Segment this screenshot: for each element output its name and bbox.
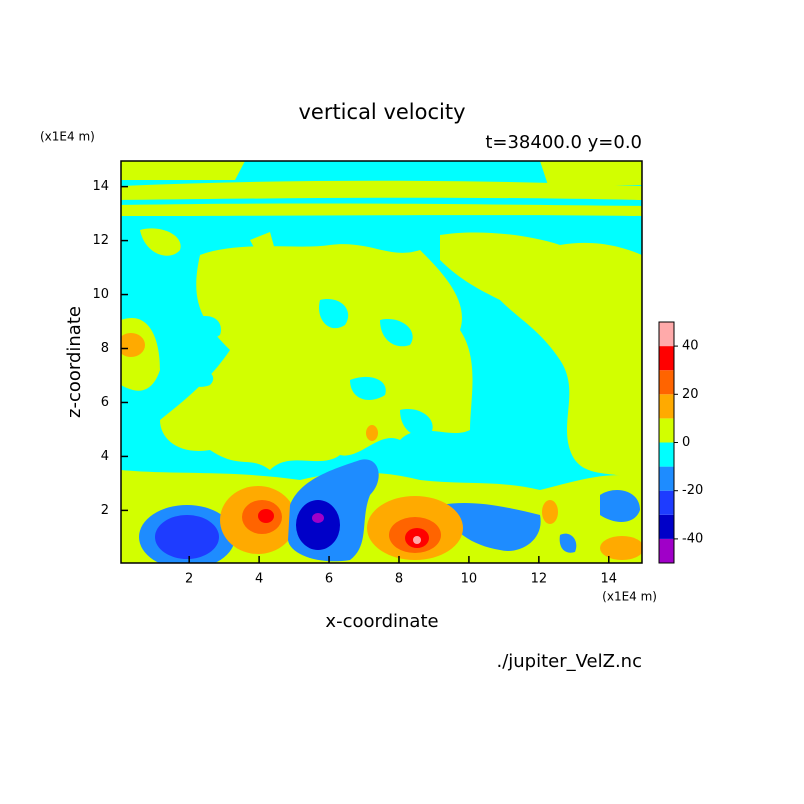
contour-region (542, 500, 558, 524)
chart-title: vertical velocity (298, 100, 465, 124)
y-tick-label: 2 (101, 503, 109, 518)
contour-region (413, 536, 421, 544)
x-tick-label: 10 (461, 572, 478, 587)
x-tick-label: 6 (325, 572, 333, 587)
contour-region (312, 513, 324, 523)
colorbar-tick-label: -40 (682, 531, 703, 546)
x-unit: (x1E4 m) (602, 590, 657, 604)
colorbar-band (659, 418, 674, 443)
contour-region (187, 299, 433, 437)
contour-region (121, 333, 145, 357)
plot-frame (120, 160, 643, 564)
contour-region (600, 536, 642, 560)
colorbar-band (659, 538, 674, 563)
contour-region (288, 459, 640, 562)
colorbar-band (659, 490, 674, 515)
x-tick-label: 14 (601, 572, 618, 587)
colorbar-band (659, 370, 674, 395)
x-axis-label: x-coordinate (325, 611, 438, 632)
y-tick-label: 8 (101, 341, 109, 356)
colorbar-band (659, 394, 674, 419)
colorbar-band (659, 322, 674, 347)
colorbar-tick-label: -20 (682, 483, 703, 498)
x-tick-label: 8 (395, 572, 403, 587)
chart-subtitle: t=38400.0 y=0.0 (485, 132, 642, 153)
contour-region (258, 509, 274, 523)
y-tick-label: 12 (92, 233, 109, 248)
colorbar-band (659, 514, 674, 539)
source-label: ./jupiter_VelZ.nc (496, 651, 642, 672)
colorbar-band (659, 346, 674, 371)
x-tick-label: 4 (255, 572, 263, 587)
contour-region (296, 500, 340, 550)
colorbar-tick-label: 40 (682, 339, 699, 354)
colorbar-band (659, 466, 674, 491)
colorbar-tick-label: 0 (682, 435, 690, 450)
colorbar-band (659, 442, 674, 467)
y-tick-label: 10 (92, 287, 109, 302)
contour-region (121, 161, 642, 216)
y-unit: (x1E4 m) (40, 130, 95, 144)
y-tick-label: 6 (101, 395, 109, 410)
colorbar-tick-label: 20 (682, 387, 699, 402)
x-tick-label: 2 (185, 572, 193, 587)
x-tick-label: 12 (531, 572, 548, 587)
contour-field (121, 161, 642, 563)
contour-region (366, 425, 378, 441)
contour-region (121, 228, 642, 480)
y-tick-label: 4 (101, 449, 109, 464)
y-axis-label: z-coordinate (64, 306, 85, 418)
y-tick-label: 14 (92, 179, 109, 194)
contour-region (155, 515, 219, 559)
